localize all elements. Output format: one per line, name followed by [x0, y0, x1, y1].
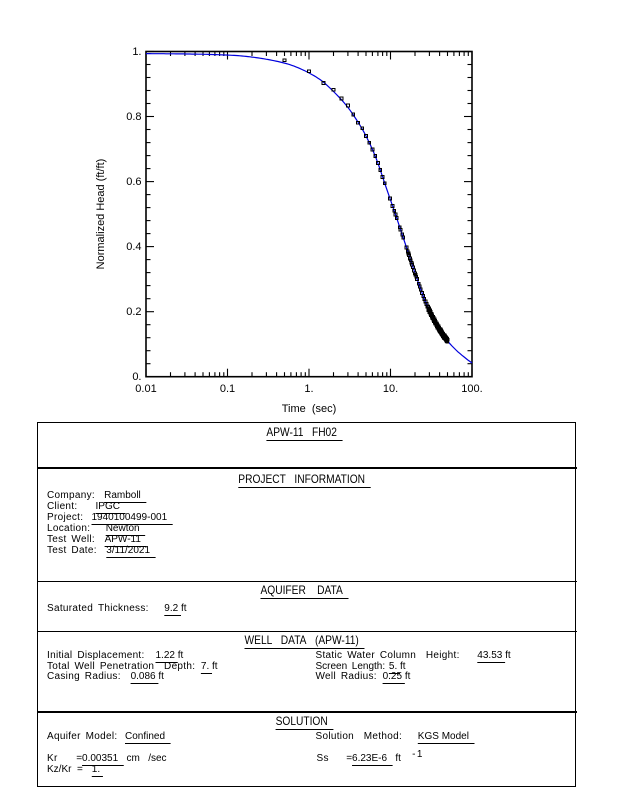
- svg-text:0.1: 0.1: [220, 383, 235, 395]
- svg-text:0.: 0.: [132, 371, 141, 383]
- svg-text:1.: 1.: [304, 383, 313, 395]
- svg-text:Normalized Head (ft/ft): Normalized Head (ft/ft): [95, 159, 107, 270]
- svg-text:0.01: 0.01: [135, 383, 156, 395]
- svg-text:0.8: 0.8: [126, 111, 141, 123]
- svg-text:1.: 1.: [132, 46, 141, 58]
- svg-text:0.2: 0.2: [126, 306, 141, 318]
- svg-text:0.6: 0.6: [126, 176, 141, 188]
- svg-text:0.4: 0.4: [126, 241, 141, 253]
- svg-text:Time (sec): Time (sec): [282, 403, 337, 415]
- svg-text:100.: 100.: [461, 383, 482, 395]
- svg-text:10.: 10.: [383, 383, 398, 395]
